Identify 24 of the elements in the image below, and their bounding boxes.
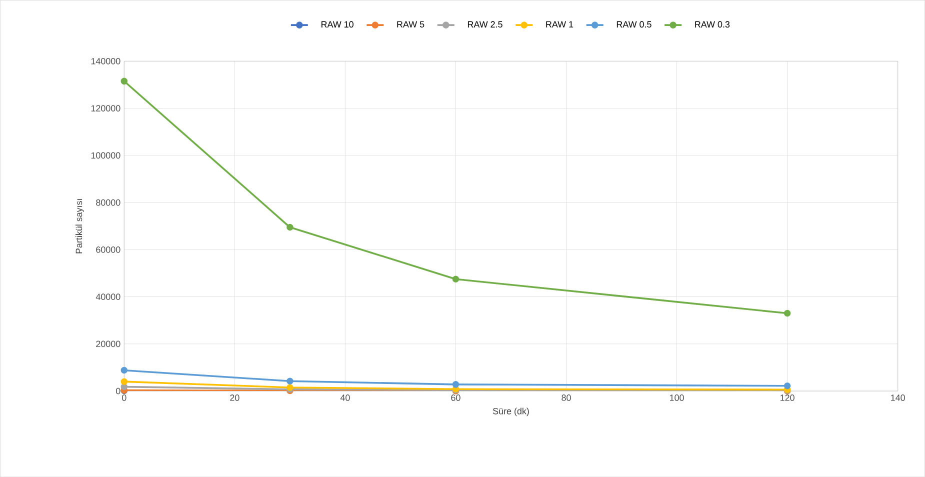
x-tick-label: 60 [451, 394, 460, 401]
y-axis-title: Partikül sayısı [76, 198, 84, 254]
legend-label: RAW 0.3 [695, 21, 730, 28]
y-tick-label: 120000 [91, 105, 120, 112]
legend-label: RAW 0.5 [616, 21, 652, 28]
x-tick-label: 20 [230, 394, 240, 401]
legend-label: RAW 2.5 [468, 21, 502, 28]
x-tick-label: 100 [670, 394, 684, 401]
y-tick-label: 140000 [91, 58, 120, 64]
legend-label: RAW 10 [322, 21, 354, 28]
x-tick-label: 80 [562, 394, 571, 401]
x-axis-title: Süre (dk) [492, 408, 529, 416]
x-tick-label: 40 [340, 394, 350, 401]
legend-label: RAW 1 [546, 21, 574, 28]
y-tick-label: 100000 [91, 152, 120, 158]
x-tick-label: 0 [122, 394, 126, 401]
y-tick-label: 80000 [96, 199, 120, 206]
y-tick-label: 20000 [96, 340, 120, 347]
x-tick-label: 120 [780, 394, 794, 401]
y-tick-label: 40000 [96, 294, 120, 300]
y-tick-label: 60000 [96, 246, 120, 253]
x-tick-label: 140 [891, 394, 905, 401]
legend-label: RAW 5 [397, 21, 424, 28]
y-tick-label: 0 [116, 388, 120, 394]
